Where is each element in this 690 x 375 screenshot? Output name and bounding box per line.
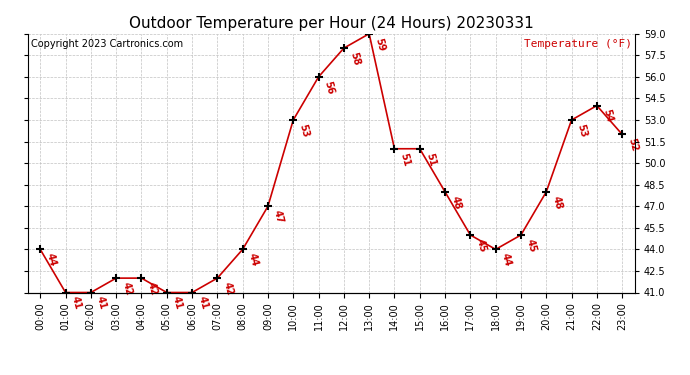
- Text: 41: 41: [196, 295, 209, 311]
- Text: 59: 59: [373, 36, 386, 52]
- Text: 41: 41: [70, 295, 83, 311]
- Text: 41: 41: [171, 295, 184, 311]
- Text: 41: 41: [95, 295, 108, 311]
- Text: 44: 44: [247, 252, 260, 268]
- Text: Copyright 2023 Cartronics.com: Copyright 2023 Cartronics.com: [30, 39, 183, 49]
- Text: 53: 53: [575, 123, 589, 138]
- Text: 42: 42: [221, 281, 235, 297]
- Text: 48: 48: [551, 195, 564, 210]
- Text: 54: 54: [601, 108, 614, 124]
- Text: 53: 53: [297, 123, 310, 138]
- Text: 48: 48: [449, 195, 462, 210]
- Text: 52: 52: [627, 137, 640, 153]
- Text: 44: 44: [500, 252, 513, 268]
- Text: 44: 44: [44, 252, 57, 268]
- Text: 45: 45: [475, 238, 488, 254]
- Text: Temperature (°F): Temperature (°F): [524, 39, 632, 49]
- Text: 42: 42: [120, 281, 133, 297]
- Text: 51: 51: [424, 152, 437, 167]
- Text: 56: 56: [323, 80, 336, 95]
- Text: 51: 51: [399, 152, 412, 167]
- Text: 45: 45: [525, 238, 538, 254]
- Title: Outdoor Temperature per Hour (24 Hours) 20230331: Outdoor Temperature per Hour (24 Hours) …: [129, 16, 533, 31]
- Text: 42: 42: [146, 281, 159, 297]
- Text: 47: 47: [272, 209, 285, 225]
- Text: 58: 58: [348, 51, 361, 67]
